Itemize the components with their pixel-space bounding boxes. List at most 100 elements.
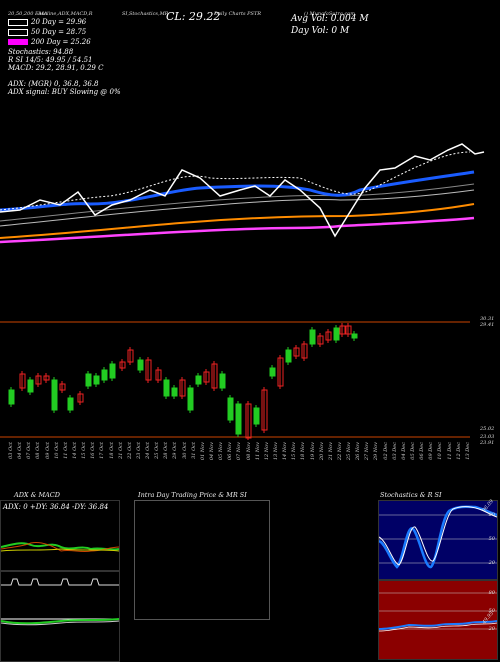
- candle-body: [339, 325, 346, 335]
- candle-body: [309, 329, 316, 345]
- date-label: 14 Oct: [71, 442, 78, 459]
- candle-body: [253, 407, 260, 425]
- day-volume: Day Vol: 0 M: [291, 26, 350, 36]
- ema-gray1-line: [0, 189, 475, 227]
- ema-blue-line: [0, 170, 475, 212]
- date-label: 25 Nov: [346, 442, 353, 461]
- candle-body: [245, 403, 252, 439]
- ema-gray2-line: [0, 183, 475, 222]
- date-label: 21 Nov: [327, 442, 334, 461]
- date-label: 10 Oct: [53, 442, 60, 459]
- legend-ema50: 50 Day = 28.75: [8, 27, 91, 37]
- stoch-k-line: [379, 505, 497, 569]
- legend-ema200-label: 200 Day = 25.26: [31, 38, 91, 46]
- date-label: 18 Oct: [108, 442, 115, 459]
- header-label-site: () MunafaSutra.com: [304, 11, 356, 17]
- candle-body: [51, 379, 58, 411]
- candle-body: [19, 373, 26, 389]
- date-label: 05 Dec: [410, 442, 417, 460]
- rsi-level-20: 20: [488, 626, 495, 632]
- candle-body: [269, 367, 276, 377]
- candle-body: [195, 375, 202, 385]
- date-label: 23 Oct: [135, 442, 142, 459]
- date-label: 29 Oct: [172, 442, 179, 459]
- date-label: 11 Nov: [254, 442, 261, 461]
- candle-body: [77, 393, 84, 403]
- date-label: 30 Oct: [181, 442, 188, 459]
- ema-white-dotted-line: [0, 151, 471, 211]
- date-label: 25 Oct: [154, 442, 161, 459]
- candle-body: [285, 349, 292, 363]
- price-axis-bottom-c: 23.91: [480, 440, 495, 446]
- adx-yellow-line: [1, 548, 119, 552]
- macd-chart: [1, 578, 119, 626]
- date-axis: 03 Oct 04 Oct 07 Oct 08 Oct 09 Oct 10 Oct 11 O…: [4, 442, 474, 482]
- date-label: 27 Nov: [364, 442, 371, 461]
- date-label: 04 Oct: [17, 442, 24, 459]
- date-label: 06 Nov: [227, 442, 234, 461]
- candle-body: [137, 359, 144, 371]
- date-label: 22 Oct: [126, 442, 133, 459]
- candle-body: [211, 363, 218, 389]
- adx-readout: ADX: (MGR) 0, 36.8, 36.8: [8, 80, 99, 88]
- macd-readout: MACD: 29.2, 28.91, 0.29 C: [8, 64, 104, 72]
- stoch-rsi-title: Stochastics & R SI: [380, 491, 442, 499]
- macd-signal-line: [1, 620, 119, 626]
- adx-chart: [1, 542, 119, 553]
- legend-ema20-label: 20 Day = 29.96: [31, 18, 87, 26]
- rsi-panel: 80 50 20 49.95: [378, 580, 498, 660]
- adx-plus-line: [1, 542, 119, 551]
- date-label: 15 Nov: [291, 442, 298, 461]
- candle-body: [59, 383, 66, 391]
- date-label: 07 Oct: [26, 442, 33, 459]
- candle-body: [261, 389, 268, 431]
- candle-body: [333, 327, 340, 341]
- adx-macd-title: ADX & MACD: [14, 491, 60, 499]
- candle-body: [101, 369, 108, 381]
- date-label: 12 Dec: [455, 442, 462, 460]
- candle-body: [325, 331, 332, 341]
- legend-ema50-swatch: [8, 28, 28, 36]
- candle-body: [235, 403, 242, 435]
- date-label: 08 Oct: [35, 442, 42, 459]
- stoch-level-50: 50: [488, 536, 495, 542]
- candle-body: [67, 397, 74, 411]
- date-label: 06 Dec: [419, 442, 426, 460]
- stoch-level-80: 80: [488, 512, 495, 518]
- macd-panel: [0, 570, 120, 662]
- rsi-level-80: 80: [488, 590, 495, 596]
- legend-ema20-swatch: [8, 18, 28, 26]
- candle-body: [227, 397, 234, 421]
- stochastics-panel: 80 50 20 96.09: [378, 499, 498, 580]
- price-close-line: [0, 143, 485, 238]
- date-label: 03 Oct: [8, 442, 14, 459]
- date-label: 11 Dec: [446, 442, 453, 460]
- stochastics-chart: [379, 505, 497, 569]
- date-label: 20 Nov: [318, 442, 325, 461]
- candle-body: [163, 379, 170, 397]
- header-label-ema: 20,50,200 EMA: [8, 11, 48, 17]
- date-label: 29 Nov: [373, 442, 380, 461]
- price-axis-bottom-a: 25.02: [480, 426, 495, 432]
- date-label: 02 Dec: [382, 442, 389, 460]
- candle-body: [179, 379, 186, 397]
- main-price-chart: [0, 143, 485, 440]
- date-label: 08 Nov: [245, 442, 252, 461]
- date-label: 04 Nov: [209, 442, 216, 461]
- date-label: 21 Oct: [117, 442, 124, 459]
- date-label: 19 Nov: [309, 442, 316, 461]
- date-label: 13 Dec: [464, 442, 471, 460]
- date-label: 05 Nov: [218, 442, 225, 461]
- rsi-signal-line: [379, 622, 497, 632]
- rsi-level-50: 50: [488, 608, 495, 614]
- date-label: 07 Nov: [236, 442, 243, 461]
- avg-volume: Avg Vol: 0.004 M: [291, 14, 369, 24]
- date-label: 28 Oct: [163, 442, 170, 459]
- price-axis-bottom-b: 23.03: [480, 434, 495, 440]
- date-label: 31 Oct: [190, 442, 197, 459]
- intraday-panel: [134, 500, 270, 620]
- adx-signal-readout: ADX signal: BUY Slowing @ 0%: [8, 88, 121, 96]
- macd-line: [1, 618, 119, 625]
- header-label-ascline: Ascline,ADX,MACD,R: [38, 11, 93, 17]
- header-label-symbol: Daily Charts PSTR: [214, 11, 262, 17]
